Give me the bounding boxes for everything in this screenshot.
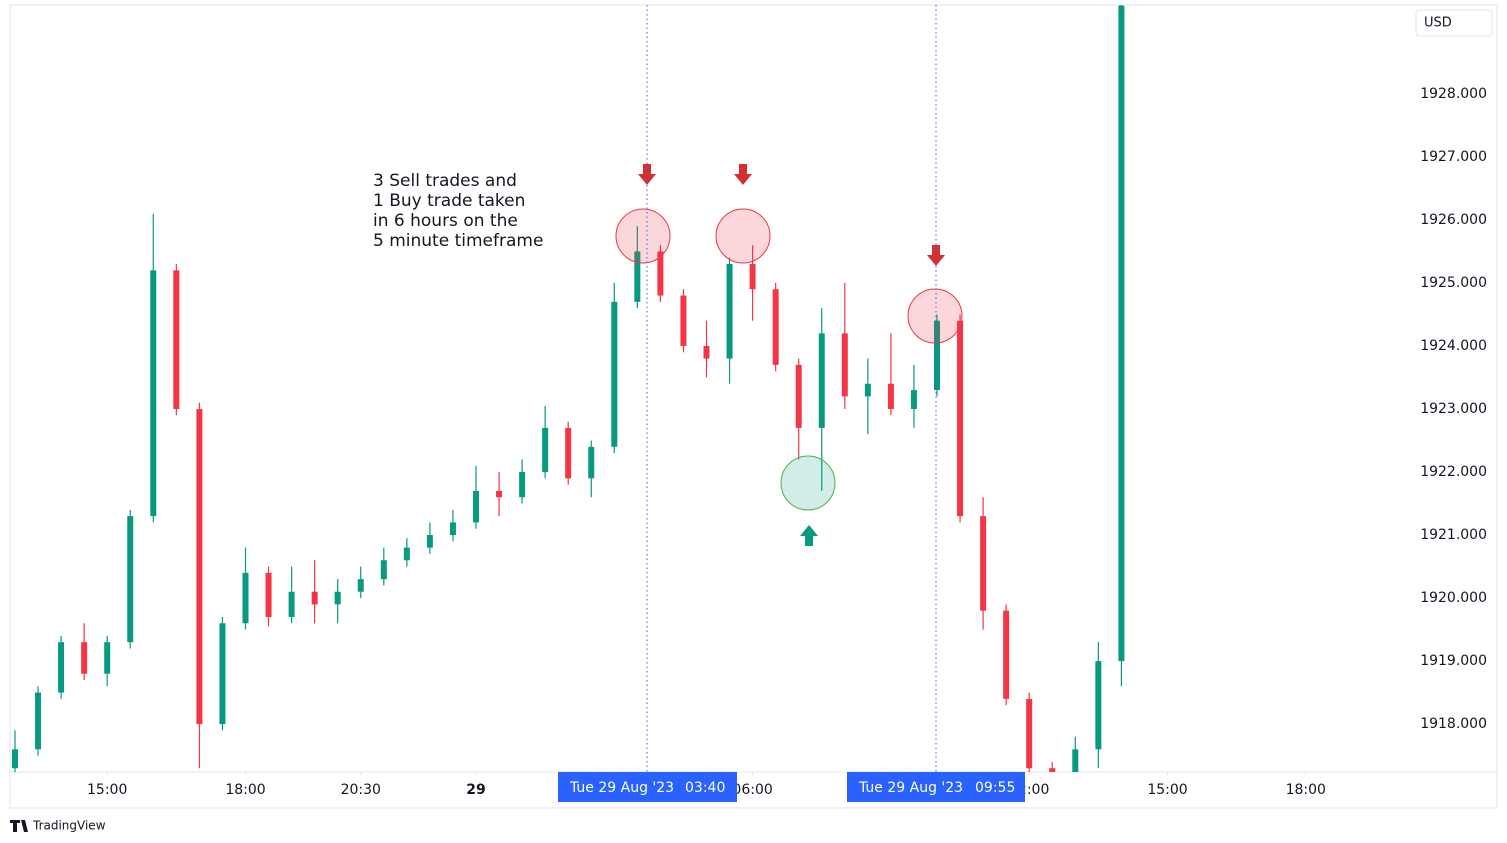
candle-body (12, 749, 18, 769)
candle-body (772, 289, 779, 365)
candle-body (150, 270, 157, 517)
candle-body (980, 516, 987, 611)
x-tick-label: 18:00 (225, 782, 265, 798)
crosshair-time: 03:40 (685, 780, 725, 796)
sell-circle (715, 208, 771, 264)
sell-arrow (734, 164, 752, 185)
candle-body (611, 301, 618, 447)
annotation-text: 5 minute timeframe (373, 231, 543, 251)
x-tick-label: 06:00 (732, 782, 772, 798)
candle-body (795, 364, 802, 428)
logo (10, 820, 28, 832)
candle-body (242, 572, 249, 624)
y-tick-label: 1920.000 (1420, 590, 1487, 606)
y-tick-label: 1927.000 (1420, 149, 1487, 165)
candle-body (703, 345, 710, 359)
y-tick-label: 1919.000 (1420, 653, 1487, 669)
x-tick-label: 20:30 (341, 782, 381, 798)
candle-body (403, 547, 410, 561)
candle-body (496, 490, 503, 498)
candle-body (657, 251, 664, 296)
crosshair-date: Tue 29 Aug '23 (858, 780, 963, 796)
candle-body (634, 251, 641, 302)
candle-body (887, 383, 894, 409)
candle-body (1118, 5, 1125, 662)
candle-body (818, 333, 825, 428)
candle-body (542, 427, 549, 473)
brand: TradingView (32, 819, 106, 833)
currency[interactable]: USD (1424, 16, 1452, 31)
candle-body (265, 572, 272, 617)
candles (12, 5, 1125, 772)
candle-body (1026, 698, 1033, 769)
candle-body (1072, 749, 1079, 772)
sell-circle (907, 288, 963, 344)
x-tick-label: 15:00 (1147, 782, 1187, 798)
candle-body (357, 579, 364, 592)
crosshair-date: Tue 29 Aug '23 (569, 780, 674, 796)
candle-body (934, 320, 940, 391)
annotation-text: in 6 hours on the (373, 211, 518, 231)
candle-body (519, 472, 526, 498)
candle-body (841, 333, 848, 397)
y-tick-label: 1921.000 (1420, 527, 1487, 543)
y-tick-label: 1918.000 (1420, 716, 1487, 732)
candle-body (426, 535, 433, 548)
candle-body (1049, 768, 1056, 772)
x-tick-label: 15:00 (87, 782, 127, 798)
sell-arrow (638, 164, 656, 185)
candle-body (749, 264, 756, 290)
candle-body (127, 516, 134, 643)
annotations (615, 5, 963, 772)
sell-circle (615, 208, 671, 264)
y-tick-label: 1922.000 (1420, 464, 1487, 480)
candle-body (864, 383, 871, 397)
candle-body (288, 591, 295, 617)
candle-body (565, 427, 572, 479)
candle-body (957, 320, 964, 517)
candle-body (1003, 610, 1010, 699)
currency-box[interactable] (1415, 9, 1493, 37)
candle-body (910, 390, 917, 409)
crosshair-labels: Tue 29 Aug '23 03:40 Tue 29 Aug '23 09:5… (558, 772, 1025, 802)
candle-body (334, 591, 341, 605)
candle-body (81, 642, 88, 674)
sell-arrow (927, 245, 945, 266)
frame (9, 4, 1498, 809)
candle-body (473, 490, 479, 523)
candle-body (173, 270, 180, 409)
candle-body (680, 295, 687, 346)
buy-arrow (800, 525, 818, 546)
x-tick-label: 18:00 (1286, 782, 1326, 798)
candle-body (58, 642, 65, 693)
x-tick-label: 29 (466, 782, 485, 798)
candle-body (380, 560, 387, 580)
candle-body (311, 591, 318, 605)
y-tick-label: 1925.000 (1420, 275, 1487, 291)
buy-circle (780, 455, 836, 511)
candle-body (196, 408, 203, 725)
candle-body (1095, 661, 1102, 750)
candle-body (219, 623, 226, 725)
candle-body (449, 522, 456, 536)
y-tick-label: 1923.000 (1420, 401, 1487, 417)
annotation-text: 3 Sell trades and (373, 171, 517, 191)
candle-body (726, 264, 733, 359)
candle-body (588, 446, 595, 479)
crosshair-time: 09:55 (975, 780, 1015, 796)
y-tick-label: 1926.000 (1420, 212, 1487, 228)
annotation-text: 1 Buy trade taken (373, 191, 525, 211)
crosshair-label-box (847, 772, 1025, 802)
candle-body (35, 692, 42, 750)
y-tick-label: 1924.000 (1420, 338, 1487, 354)
crosshair-label-box (558, 772, 737, 802)
candle-body (104, 642, 111, 674)
y-tick-label: 1928.000 (1420, 86, 1487, 102)
